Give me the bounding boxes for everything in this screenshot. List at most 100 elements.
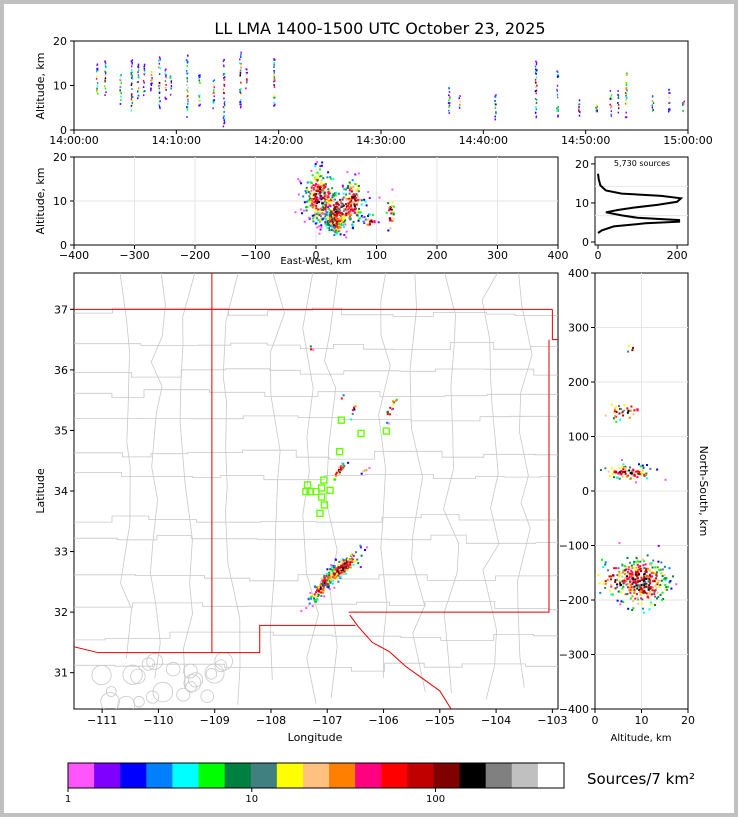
- ns-height-source: [622, 579, 625, 582]
- plan-view-source: [339, 466, 342, 469]
- ns-height-source: [623, 403, 626, 406]
- ew-height-source: [355, 188, 358, 191]
- time-height-source: [164, 72, 166, 75]
- time-height-source: [556, 96, 559, 99]
- plan-view-source: [326, 579, 329, 582]
- time-height-source: [494, 95, 496, 98]
- time-height-source: [223, 107, 225, 110]
- time-height-source: [535, 68, 537, 71]
- time-height-x-tick-label: 14:10:00: [152, 134, 201, 147]
- ns-height-source: [631, 349, 634, 352]
- ew-height-source: [328, 229, 331, 232]
- ew-height-source: [391, 219, 394, 222]
- plan-view-source: [343, 564, 346, 567]
- ew-height-source: [336, 214, 339, 217]
- plan-view-source: [323, 576, 326, 579]
- plan-view-source: [346, 563, 349, 566]
- plan-view-source: [333, 572, 336, 575]
- plan-view-source: [328, 574, 331, 577]
- time-height-source: [624, 81, 627, 84]
- ew-height-source: [322, 212, 325, 215]
- histogram-frame: [594, 156, 689, 246]
- ns-height-source: [634, 578, 637, 581]
- time-height-source: [246, 78, 248, 81]
- time-height-source: [169, 93, 172, 96]
- plan-view-source: [331, 564, 334, 567]
- ew-height-source: [342, 209, 345, 212]
- time-height-source: [535, 76, 538, 79]
- ns-height-source: [656, 583, 659, 586]
- plan-view-source: [327, 579, 330, 582]
- time-height-source: [245, 68, 247, 71]
- time-height-source: [165, 74, 167, 77]
- ew-height-source: [332, 229, 335, 232]
- ns-height-source: [633, 473, 636, 476]
- time-height-source: [137, 76, 140, 78]
- ew-height-source: [329, 214, 332, 217]
- time-height-source: [240, 93, 242, 96]
- time-height-source: [610, 110, 613, 113]
- ns-height-source: [634, 582, 637, 585]
- ns-height-source: [644, 570, 647, 573]
- ew-height-source: [313, 216, 316, 219]
- plan-view-source: [310, 597, 313, 600]
- time-height-source: [222, 78, 225, 81]
- ns-height-source: [631, 575, 634, 578]
- time-height-panel: 14:00:00 14:10:00 14:20:00 14:30:00 14:40:00…: [34, 35, 713, 147]
- ew-height-source: [305, 186, 308, 189]
- ns-height-source: [644, 563, 647, 566]
- ns-height-source: [639, 567, 642, 570]
- colorbar-label: Sources/7 km²: [587, 770, 695, 788]
- ns-height-source: [653, 593, 656, 596]
- ew-height-source: [339, 217, 342, 220]
- ns-height-source: [650, 570, 653, 573]
- ns-height-source: [653, 603, 656, 606]
- ns-height-source: [651, 587, 654, 590]
- ns-height-source: [663, 565, 666, 568]
- time-height-source: [668, 96, 670, 99]
- plan-view-frame: [73, 272, 559, 710]
- ew-height-source: [369, 220, 372, 223]
- ew-height-source: [320, 208, 323, 211]
- county-line: [214, 659, 228, 673]
- ew-height-source: [327, 202, 330, 205]
- plan-view-source: [365, 546, 368, 549]
- ew-height-source: [350, 208, 353, 211]
- plan-view-source: [339, 575, 342, 578]
- county-line: [183, 674, 202, 692]
- ew-height-source: [391, 188, 394, 191]
- ew-height-source: [341, 219, 344, 222]
- ew-height-source: [319, 175, 322, 178]
- ew-height-source: [347, 211, 350, 214]
- ns-height-source: [626, 469, 629, 472]
- ew-height-source: [326, 204, 329, 207]
- ns-height-source: [652, 559, 655, 562]
- ew-height-source: [307, 191, 310, 194]
- time-height-source: [97, 92, 99, 95]
- ew-height-source: [313, 204, 316, 207]
- time-height-source: [617, 111, 620, 114]
- ew-height-source: [334, 217, 337, 220]
- plan-view-x-tick-label: −110: [143, 714, 173, 727]
- ew-height-source: [315, 176, 318, 179]
- ew-height-source: [333, 219, 336, 222]
- lma-station-marker: [302, 487, 310, 496]
- time-height-source: [150, 84, 153, 86]
- ew-height-source: [345, 208, 348, 211]
- ew-height-source: [316, 200, 319, 203]
- colorbar-swatch: [198, 763, 226, 788]
- time-height-source: [130, 73, 132, 76]
- time-height-source: [535, 72, 537, 75]
- ew-height-source: [358, 207, 361, 210]
- plan-view-source: [335, 474, 338, 477]
- ns-height-source: [633, 409, 636, 412]
- ns-height-source: [636, 587, 639, 590]
- ns-height-source: [636, 409, 639, 412]
- time-height-source: [625, 88, 627, 90]
- plan-view-source: [343, 562, 346, 565]
- ns-height-source: [631, 595, 634, 598]
- ew-height-source: [314, 201, 317, 204]
- plan-view-source: [351, 409, 354, 412]
- time-height-source: [273, 71, 275, 74]
- ew-height-source: [318, 190, 321, 193]
